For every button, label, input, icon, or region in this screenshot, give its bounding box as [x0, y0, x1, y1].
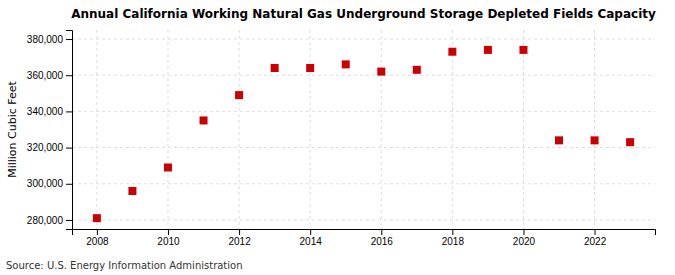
points: [93, 46, 634, 222]
point: [271, 64, 279, 72]
grid-line-y: [72, 75, 655, 76]
point: [448, 48, 456, 56]
x-tick-mark: [523, 229, 524, 235]
point: [164, 163, 172, 171]
point: [413, 66, 421, 74]
grid-line-y: [72, 147, 655, 148]
grid-line-x: [96, 30, 97, 229]
grid-line-y: [72, 183, 655, 184]
point: [591, 136, 599, 144]
title: Annual California Working Natural Gas Un…: [71, 7, 656, 21]
y-tick: 340,000: [27, 106, 72, 117]
point: [342, 60, 350, 68]
point: [484, 46, 492, 54]
x-tick-label: 2008: [86, 236, 109, 247]
y-axis: 280,000 300,000 320,000 340,000 360,000 380,0…: [27, 31, 73, 230]
grid-line-x: [381, 30, 382, 229]
source-note: Source: U.S. Energy Information Administ…: [6, 260, 243, 271]
x-tick: 2016: [371, 229, 394, 247]
x-tick-label: 2020: [513, 236, 536, 247]
x-tick-mark: [452, 229, 453, 235]
grid-line-y: [72, 219, 655, 220]
x-tick: 2018: [442, 229, 465, 247]
point: [306, 64, 314, 72]
y-tick-mark: [66, 75, 72, 76]
point: [519, 46, 527, 54]
y-tick: 300,000: [27, 178, 72, 189]
y-tick: 360,000: [27, 70, 72, 81]
x-tick-label: 2022: [584, 236, 607, 247]
x-tick-label: 2014: [300, 236, 323, 247]
y-tick: 320,000: [27, 142, 72, 153]
x-tick: 2010: [157, 229, 180, 247]
grid-line-x: [239, 30, 240, 229]
point: [555, 136, 563, 144]
x-tick-mark: [239, 229, 240, 235]
y-tick: 380,000: [27, 34, 72, 45]
y-tick-mark: [66, 39, 72, 40]
grid: [72, 30, 655, 229]
x-tick: 2022: [584, 229, 607, 247]
point: [626, 138, 634, 146]
point: [128, 187, 136, 195]
y-tick-label: 340,000: [27, 106, 64, 117]
point: [93, 214, 101, 222]
grid-line-x: [594, 30, 595, 229]
grid-line-x: [452, 30, 453, 229]
x-tick: 2012: [228, 229, 251, 247]
y-tick-label: 380,000: [27, 34, 64, 45]
y-tick-label: 320,000: [27, 142, 64, 153]
y-tick-label: 360,000: [27, 70, 64, 81]
y-tick-label: 300,000: [27, 178, 64, 189]
y-axis-title: Million Cubic Feet: [6, 80, 19, 177]
x-tick-label: 2010: [157, 236, 180, 247]
x-tick-mark: [168, 229, 169, 235]
x-tick: 2008: [86, 229, 109, 247]
plot-area: 2008 2010 2012 2014 2016 2018 2020 2022 280,000 3…: [27, 30, 656, 247]
x-tick: 2020: [513, 229, 536, 247]
x-tick-mark: [97, 229, 98, 235]
y-tick-label: 280,000: [27, 215, 64, 226]
point: [200, 116, 208, 124]
grid-line-x: [523, 30, 524, 229]
grid-line-x: [310, 30, 311, 229]
x-tick: 2014: [300, 229, 323, 247]
x-axis: 2008 2010 2012 2014 2016 2018 2020 2022: [73, 229, 656, 247]
x-tick-mark: [310, 229, 311, 235]
y-tick-mark: [66, 111, 72, 112]
chart: 2008 2010 2012 2014 2016 2018 2020 2022 280,000 3…: [0, 0, 675, 275]
grid-line-x: [167, 30, 168, 229]
x-tick-mark: [595, 229, 596, 235]
point: [235, 91, 243, 99]
x-tick-mark: [381, 229, 382, 235]
y-tick-mark: [66, 184, 72, 185]
point: [377, 68, 385, 76]
grid-line-y: [72, 39, 655, 40]
grid-line-y: [72, 111, 655, 112]
x-tick-label: 2016: [371, 236, 394, 247]
x-tick-label: 2018: [442, 236, 465, 247]
y-tick-mark: [66, 220, 72, 221]
x-axis-line: [73, 230, 656, 236]
x-tick-label: 2012: [228, 236, 251, 247]
y-tick: 280,000: [27, 215, 72, 226]
y-tick-mark: [66, 148, 72, 149]
y-axis-line: [66, 31, 73, 230]
